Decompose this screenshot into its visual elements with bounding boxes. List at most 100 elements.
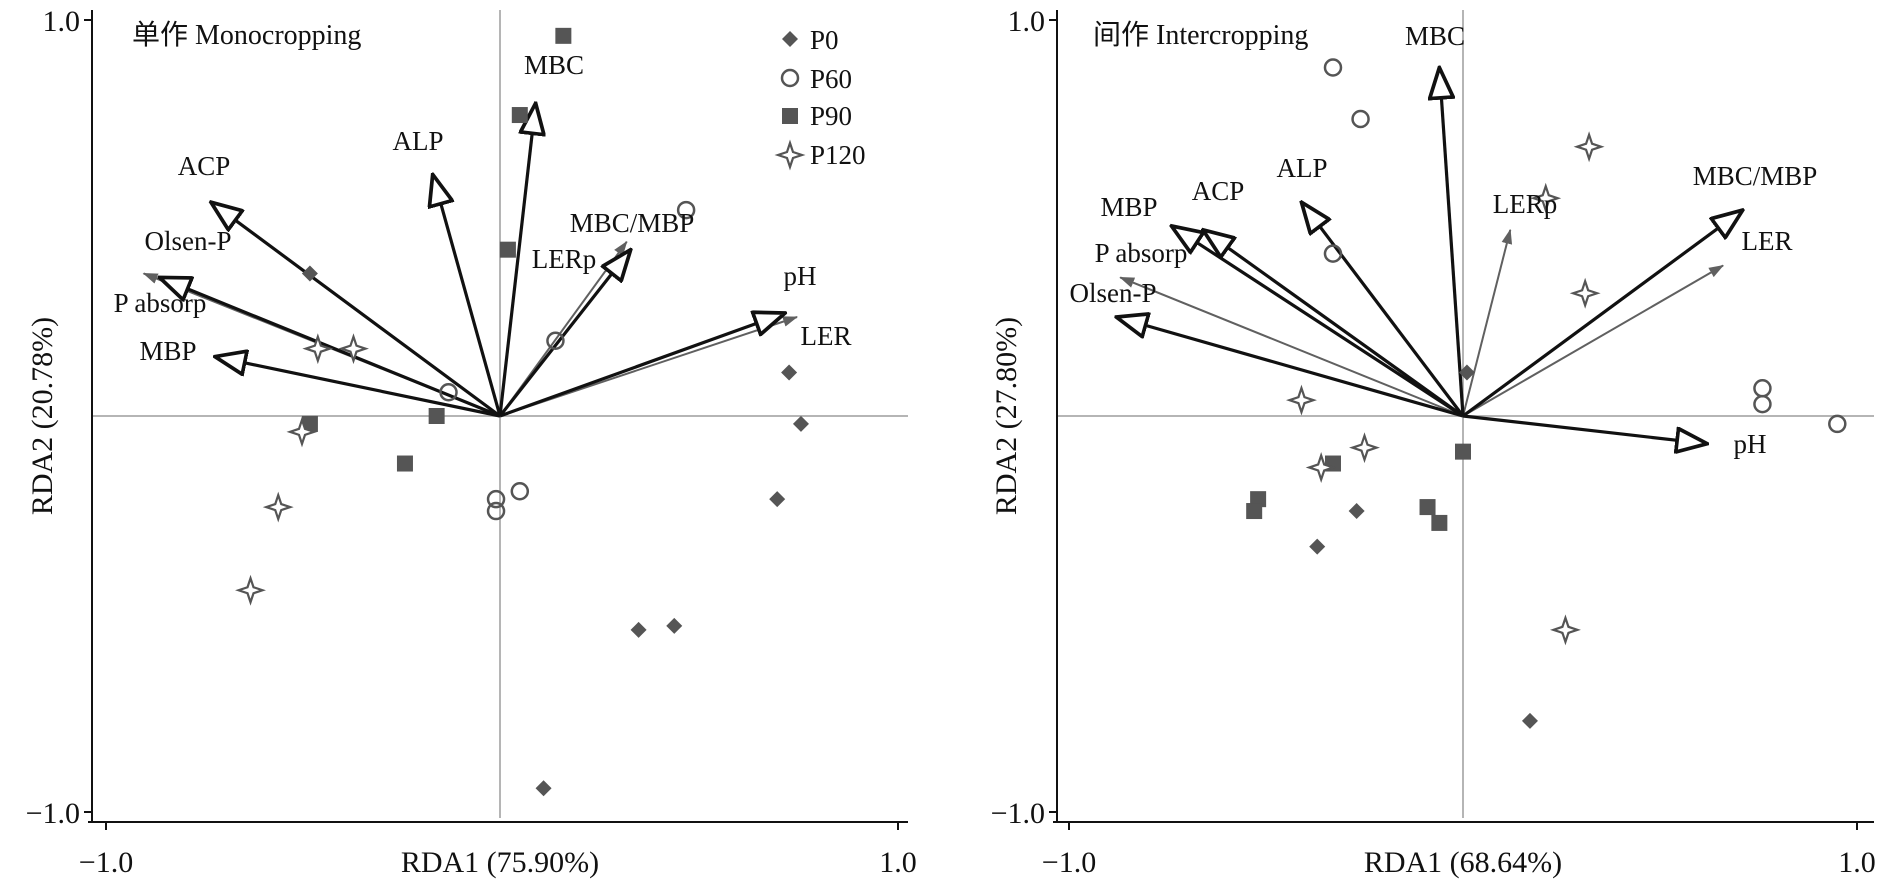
point-p120 bbox=[1573, 131, 1605, 163]
legend-item-p60: P60 bbox=[780, 64, 852, 94]
vector-label-ler: LER bbox=[801, 321, 852, 351]
point-p60 bbox=[486, 489, 506, 509]
y-tick-label-top: 1.0 bbox=[43, 5, 81, 38]
point-p0 bbox=[1309, 538, 1326, 555]
point-p60 bbox=[1753, 379, 1772, 398]
point-p120 bbox=[1530, 182, 1562, 214]
vector-label-ler: LER bbox=[1742, 226, 1793, 256]
panel-title: 单作 Monocropping bbox=[132, 19, 361, 51]
legend-marker-diamond bbox=[782, 31, 798, 47]
y-tick-label-bottom: −1.0 bbox=[991, 797, 1045, 830]
x-tick-label-left: −1.0 bbox=[79, 846, 133, 879]
vector-ph bbox=[499, 313, 785, 418]
point-p0 bbox=[792, 415, 809, 432]
legend-marker-square bbox=[782, 108, 798, 124]
point-p0 bbox=[301, 265, 318, 282]
point-p60 bbox=[486, 501, 506, 521]
legend-marker-circle bbox=[780, 68, 800, 88]
vector-label-p-absorp: P absorp bbox=[1095, 238, 1188, 268]
x-tick-label-left: −1.0 bbox=[1042, 846, 1096, 879]
point-p90 bbox=[1419, 499, 1436, 516]
point-p120 bbox=[302, 333, 334, 365]
point-p90 bbox=[555, 27, 572, 44]
point-p60 bbox=[546, 331, 565, 351]
vector-label-alp: ALP bbox=[392, 126, 443, 156]
vector-alp bbox=[1301, 202, 1465, 417]
vector-ph bbox=[1462, 414, 1707, 444]
y-axis-title: RDA2 (20.78%) bbox=[26, 317, 59, 515]
point-p120 bbox=[1285, 384, 1317, 416]
point-p90 bbox=[396, 455, 413, 472]
point-p120 bbox=[286, 416, 318, 448]
legend-item-p120: P120 bbox=[774, 139, 866, 171]
legend-item-p90: P90 bbox=[782, 101, 852, 131]
points bbox=[1246, 58, 1847, 729]
y-tick-label-top: 1.0 bbox=[1008, 5, 1046, 38]
point-p120 bbox=[1549, 614, 1581, 646]
vector-mbc-mbp bbox=[498, 250, 631, 417]
x-tick-label-right: 1.0 bbox=[1838, 846, 1876, 879]
panel-intercropping: 1.0 −1.0 −1.0 1.0 RDA1 (68.64%) RDA2 (27… bbox=[990, 5, 1876, 879]
vectors bbox=[1116, 68, 1742, 444]
vector-label-mbc: MBC bbox=[524, 50, 584, 80]
vector-mbp bbox=[215, 357, 501, 418]
x-axis-title: RDA1 (75.90%) bbox=[401, 846, 599, 879]
vector-labels: MBC ALP ACP Olsen-P P absorp MBP MBC/MBP LERp pH… bbox=[114, 50, 852, 366]
vector-label-mbc-mbp: MBC/MBP bbox=[1693, 161, 1818, 191]
legend-label: P120 bbox=[810, 140, 866, 170]
legend-marker-star bbox=[774, 139, 806, 171]
vector-acp bbox=[211, 202, 501, 418]
vector-labels: MBC ALP ACP MBP P absorp Olsen-P LERp MBC/MBP LE… bbox=[1070, 21, 1818, 459]
point-p60 bbox=[676, 200, 696, 220]
point-p0 bbox=[1521, 712, 1538, 729]
vector-label-ph: pH bbox=[1734, 429, 1767, 459]
point-p60 bbox=[510, 481, 530, 501]
legend-label: P60 bbox=[810, 64, 852, 94]
vector-label-mbp: MBP bbox=[139, 336, 196, 366]
point-p0 bbox=[666, 617, 683, 634]
vector-label-p-absorp: P absorp bbox=[114, 288, 207, 318]
vector-ler bbox=[1462, 264, 1724, 417]
legend-label: P0 bbox=[810, 25, 839, 55]
vector-label-mbc-mbp: MBC/MBP bbox=[570, 208, 695, 238]
point-p120 bbox=[338, 333, 369, 365]
point-p0 bbox=[769, 491, 786, 508]
point-p0 bbox=[535, 780, 552, 797]
point-p120 bbox=[1305, 452, 1337, 483]
point-p90 bbox=[511, 107, 528, 124]
vector-p-absorp bbox=[1119, 276, 1464, 417]
vector-label-olsen-p: Olsen-P bbox=[145, 226, 232, 256]
point-p0 bbox=[630, 621, 647, 638]
point-p90 bbox=[428, 408, 445, 424]
y-axis-title: RDA2 (27.80%) bbox=[990, 317, 1023, 515]
vector-label-acp: ACP bbox=[178, 151, 231, 181]
vector-olsen-p bbox=[159, 277, 501, 418]
vector-alp bbox=[433, 174, 502, 417]
point-p60 bbox=[1323, 58, 1343, 77]
vector-label-lerp: LERp bbox=[1493, 189, 1558, 219]
vector-label-lerp: LERp bbox=[532, 244, 597, 274]
panel-title: 间作 Intercropping bbox=[1093, 19, 1308, 51]
legend-label: P90 bbox=[810, 101, 852, 131]
vector-label-alp: ALP bbox=[1276, 153, 1327, 183]
point-p90 bbox=[301, 415, 318, 432]
point-p120 bbox=[1569, 277, 1601, 309]
point-p60 bbox=[1828, 414, 1847, 434]
vector-label-mbp: MBP bbox=[1100, 192, 1157, 222]
vector-acp bbox=[1203, 230, 1464, 418]
point-p120 bbox=[262, 491, 294, 523]
vector-label-acp: ACP bbox=[1192, 176, 1245, 206]
point-p60 bbox=[1351, 109, 1370, 129]
point-p60 bbox=[1753, 394, 1772, 414]
vector-label-ph: pH bbox=[784, 261, 817, 291]
vector-mbp bbox=[1171, 226, 1464, 418]
point-p0 bbox=[781, 364, 798, 381]
point-p60 bbox=[1323, 244, 1343, 263]
panel-monocropping: 1.0 −1.0 −1.0 1.0 RDA1 (75.90%) RDA2 (20… bbox=[26, 5, 917, 879]
point-p0 bbox=[1458, 364, 1475, 381]
point-p120 bbox=[1349, 432, 1380, 464]
legend-item-p0: P0 bbox=[782, 25, 839, 55]
vector-lerp bbox=[1462, 228, 1513, 417]
point-p90 bbox=[499, 241, 516, 258]
